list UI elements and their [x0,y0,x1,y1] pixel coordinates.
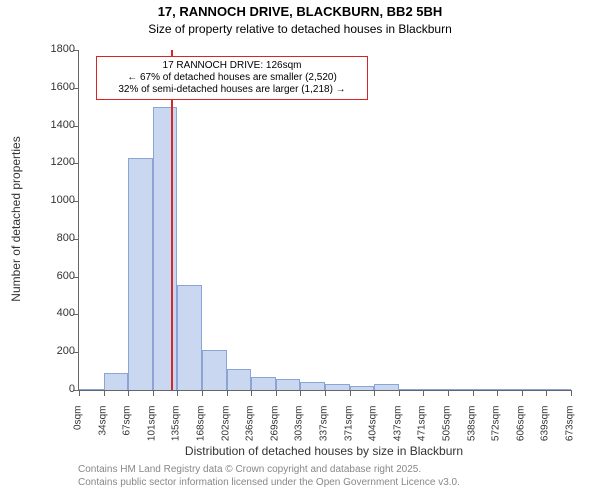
footer-attribution: Contains HM Land Registry data © Crown c… [78,464,460,489]
x-tick-mark [350,390,351,396]
histogram-bar [79,389,104,390]
x-tick-mark [128,390,129,396]
x-tick-label: 236sqm [245,406,256,456]
annotation-box: 17 RANNOCH DRIVE: 126sqm← 67% of detache… [96,56,368,100]
reference-line [171,50,173,390]
y-tick-label: 400 [37,307,75,319]
y-tick-label: 1800 [37,43,75,55]
histogram-bar [350,386,375,390]
chart-title-line2: Size of property relative to detached ho… [0,22,600,36]
chart-container: 17, RANNOCH DRIVE, BLACKBURN, BB2 5BH Si… [0,0,600,500]
x-tick-label: 135sqm [171,406,182,456]
histogram-bar [227,369,252,390]
histogram-plot: 020040060080010001200140016001800 [78,50,571,391]
x-tick-label: 505sqm [442,406,453,456]
histogram-bar [497,389,522,390]
x-tick-mark [300,390,301,396]
histogram-bar [276,379,301,390]
x-tick-mark [546,390,547,396]
x-tick-label: 437sqm [392,406,403,456]
x-tick-label: 371sqm [343,406,354,456]
histogram-bar [546,389,571,390]
x-tick-label: 0sqm [73,406,84,456]
histogram-bar [153,107,178,390]
x-tick-mark [251,390,252,396]
x-tick-mark [227,390,228,396]
y-axis-title: Number of detached properties [9,119,23,319]
histogram-bar [423,389,448,390]
x-tick-mark [177,390,178,396]
x-tick-label: 673sqm [565,406,576,456]
histogram-bar [473,389,498,390]
histogram-bar [128,158,153,390]
y-tick-mark [74,163,79,164]
x-tick-label: 404sqm [368,406,379,456]
histogram-bar [522,389,547,390]
x-tick-mark [522,390,523,396]
x-tick-mark [497,390,498,396]
histogram-bar [202,350,227,390]
x-tick-mark [571,390,572,396]
y-tick-label: 1000 [37,194,75,206]
histogram-bar [300,382,325,390]
y-tick-mark [74,314,79,315]
x-tick-label: 639sqm [540,406,551,456]
x-tick-mark [325,390,326,396]
x-tick-label: 202sqm [220,406,231,456]
x-tick-mark [79,390,80,396]
y-tick-label: 600 [37,270,75,282]
y-tick-mark [74,50,79,51]
x-tick-mark [153,390,154,396]
x-tick-mark [473,390,474,396]
histogram-bar [104,373,129,390]
x-tick-mark [423,390,424,396]
footer-line1: Contains HM Land Registry data © Crown c… [78,464,460,477]
x-tick-label: 572sqm [491,406,502,456]
y-tick-mark [74,352,79,353]
x-tick-label: 538sqm [466,406,477,456]
y-tick-mark [74,239,79,240]
x-tick-mark [104,390,105,396]
histogram-bar [177,285,202,390]
x-tick-mark [276,390,277,396]
x-tick-label: 269sqm [269,406,280,456]
x-tick-label: 471sqm [417,406,428,456]
histogram-bar [251,377,276,390]
histogram-bar [374,384,399,390]
chart-title-line1: 17, RANNOCH DRIVE, BLACKBURN, BB2 5BH [0,4,600,19]
x-tick-mark [202,390,203,396]
x-tick-label: 34sqm [97,406,108,456]
x-tick-label: 303sqm [294,406,305,456]
annotation-line: ← 67% of detached houses are smaller (2,… [103,72,361,84]
x-tick-mark [448,390,449,396]
y-tick-label: 1400 [37,119,75,131]
footer-line2: Contains public sector information licen… [78,477,460,490]
annotation-line: 32% of semi-detached houses are larger (… [103,84,361,96]
x-tick-label: 168sqm [196,406,207,456]
y-tick-label: 0 [37,383,75,395]
x-tick-mark [399,390,400,396]
y-tick-mark [74,88,79,89]
x-tick-mark [374,390,375,396]
x-tick-label: 337sqm [319,406,330,456]
y-tick-label: 1200 [37,156,75,168]
histogram-bar [399,389,424,390]
annotation-line: 17 RANNOCH DRIVE: 126sqm [103,60,361,72]
y-tick-label: 800 [37,232,75,244]
x-tick-label: 606sqm [515,406,526,456]
y-tick-mark [74,126,79,127]
y-tick-mark [74,201,79,202]
x-tick-label: 101sqm [146,406,157,456]
y-tick-mark [74,277,79,278]
histogram-bar [448,389,473,390]
y-tick-label: 200 [37,345,75,357]
x-tick-label: 67sqm [122,406,133,456]
histogram-bar [325,384,350,390]
y-tick-label: 1600 [37,81,75,93]
